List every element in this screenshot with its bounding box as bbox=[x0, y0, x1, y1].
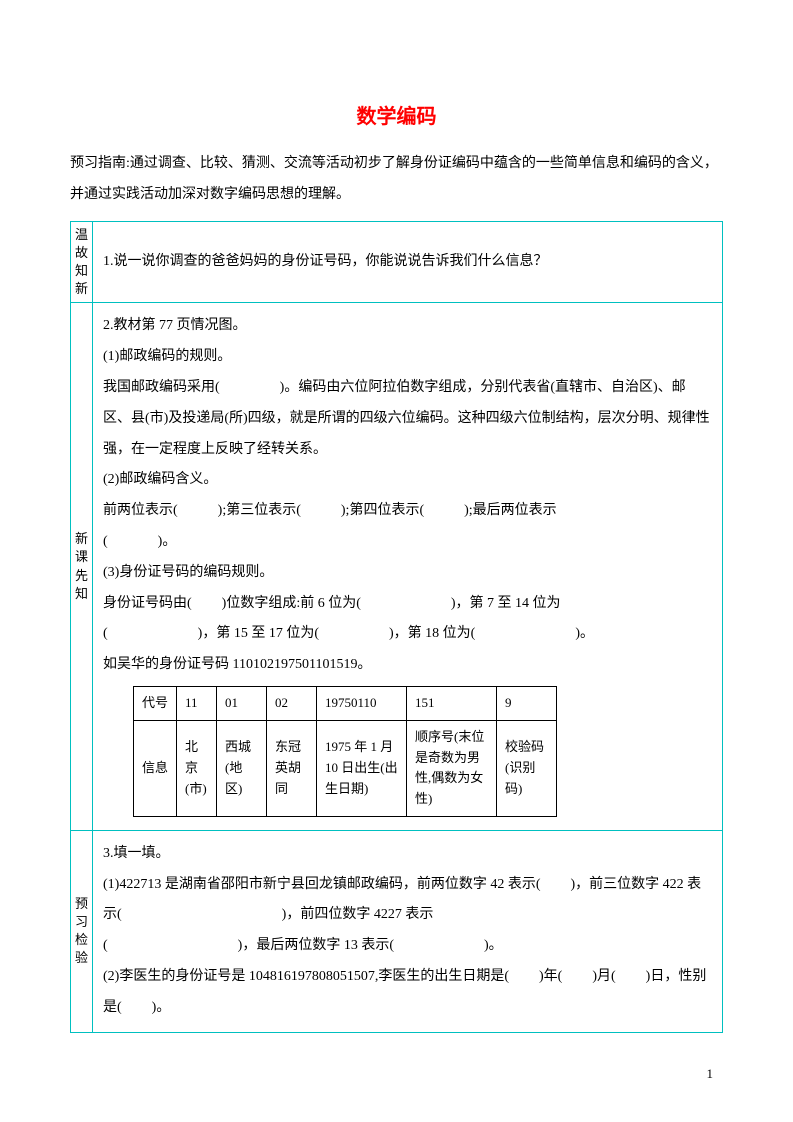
t-r2c0: 信息 bbox=[134, 720, 177, 816]
s3-p1: 3.填一填。 bbox=[103, 839, 712, 870]
section-3-label: 预习检验 bbox=[71, 830, 93, 1032]
s3-p2d: ( bbox=[103, 938, 108, 953]
s3-p2c: )，前四位数字 4227 表示 bbox=[282, 907, 434, 922]
s2-p7: 身份证号码由( )位数字组成:前 6 位为( )，第 7 至 14 位为 ( )，第 … bbox=[103, 589, 712, 651]
s3-p3a: (2)李医生的身份证号是 104816197808051507,李医生的出生日期… bbox=[103, 969, 509, 984]
section-2-row: 新课先知 2.教材第 77 页情况图。 (1)邮政编码的规则。 我国邮政编码采用… bbox=[71, 303, 723, 831]
t-r1c3: 02 bbox=[267, 686, 317, 720]
t-r2c3: 东冠英胡同 bbox=[267, 720, 317, 816]
s2-p4: (2)邮政编码含义。 bbox=[103, 465, 712, 496]
t-r1c1: 11 bbox=[177, 686, 217, 720]
intro-text: 预习指南:通过调查、比较、猜测、交流等活动初步了解身份证编码中蕴含的一些简单信息… bbox=[70, 149, 723, 211]
s2-p3a: 我国邮政编码采用( bbox=[103, 380, 220, 395]
s2-p5e: ( bbox=[103, 534, 108, 549]
section-2-label: 新课先知 bbox=[71, 303, 93, 831]
t-r2c1: 北京(市) bbox=[177, 720, 217, 816]
s2-p2: (1)邮政编码的规则。 bbox=[103, 342, 712, 373]
document-title: 数学编码 bbox=[70, 100, 723, 129]
s2-p6: (3)身份证号码的编码规则。 bbox=[103, 558, 712, 589]
section-3-content: 3.填一填。 (1)422713 是湖南省邵阳市新宁县回龙镇邮政编码，前两位数字… bbox=[93, 830, 723, 1032]
t-r1c2: 01 bbox=[217, 686, 267, 720]
table-row: 代号 11 01 02 19750110 151 9 bbox=[134, 686, 557, 720]
section-3-row: 预习检验 3.填一填。 (1)422713 是湖南省邵阳市新宁县回龙镇邮政编码，… bbox=[71, 830, 723, 1032]
t-r1c4: 19750110 bbox=[317, 686, 407, 720]
s2-p5: 前两位表示( );第三位表示( );第四位表示( );最后两位表示 ( )。 bbox=[103, 496, 712, 558]
section-2-content: 2.教材第 77 页情况图。 (1)邮政编码的规则。 我国邮政编码采用()。编码… bbox=[93, 303, 723, 831]
s2-p7b: )位数字组成:前 6 位为( bbox=[222, 596, 361, 611]
s2-p1: 2.教材第 77 页情况图。 bbox=[103, 311, 712, 342]
s3-p3b: )年( bbox=[539, 969, 562, 984]
s3-p2f: )。 bbox=[484, 938, 503, 953]
t-r1c0: 代号 bbox=[134, 686, 177, 720]
s3-p2e: )，最后两位数字 13 表示( bbox=[238, 938, 394, 953]
t-r2c6: 校验码(识别码) bbox=[497, 720, 557, 816]
table-row: 信息 北京(市) 西城(地区) 东冠英胡同 1975 年 1 月 10 日出生(… bbox=[134, 720, 557, 816]
section-1-content: 1.说一说你调查的爸爸妈妈的身份证号码，你能说说告诉我们什么信息？ bbox=[93, 221, 723, 303]
s3-p2a: (1)422713 是湖南省邵阳市新宁县回龙镇邮政编码，前两位数字 42 表示( bbox=[103, 877, 541, 892]
s3-p3: (2)李医生的身份证号是 104816197808051507,李医生的出生日期… bbox=[103, 962, 712, 1024]
s2-p7c: )，第 7 至 14 位为 bbox=[451, 596, 561, 611]
s2-p8: 如吴华的身份证号码 110102197501101519。 bbox=[103, 650, 712, 681]
s2-p7a: 身份证号码由( bbox=[103, 596, 192, 611]
s2-p3: 我国邮政编码采用()。编码由六位阿拉伯数字组成，分别代表省(直辖市、自治区)、邮… bbox=[103, 373, 712, 465]
s3-p3c: )月( bbox=[592, 969, 615, 984]
s2-p7f: )，第 18 位为( bbox=[389, 626, 475, 641]
s3-p3e: )。 bbox=[152, 1000, 171, 1015]
id-breakdown-table: 代号 11 01 02 19750110 151 9 信息 北京(市) 西城(地… bbox=[133, 686, 557, 817]
s2-p5a: 前两位表示( bbox=[103, 503, 178, 518]
s2-p7g: )。 bbox=[575, 626, 594, 641]
section-1-row: 温故知新 1.说一说你调查的爸爸妈妈的身份证号码，你能说说告诉我们什么信息？ bbox=[71, 221, 723, 303]
section-1-label: 温故知新 bbox=[71, 221, 93, 303]
s2-p5d: );最后两位表示 bbox=[464, 503, 557, 518]
t-r1c6: 9 bbox=[497, 686, 557, 720]
s2-p5b: );第三位表示( bbox=[218, 503, 301, 518]
s2-p7e: )，第 15 至 17 位为( bbox=[198, 626, 319, 641]
main-content-table: 温故知新 1.说一说你调查的爸爸妈妈的身份证号码，你能说说告诉我们什么信息？ 新… bbox=[70, 221, 723, 1033]
t-r1c5: 151 bbox=[407, 686, 497, 720]
s2-p5f: )。 bbox=[158, 534, 177, 549]
t-r2c5: 顺序号(末位是奇数为男性,偶数为女性) bbox=[407, 720, 497, 816]
t-r2c4: 1975 年 1 月 10 日出生(出生日期) bbox=[317, 720, 407, 816]
s2-p7d: ( bbox=[103, 626, 108, 641]
page-number: 1 bbox=[707, 1066, 714, 1082]
s2-p5c: );第四位表示( bbox=[341, 503, 424, 518]
s3-p2: (1)422713 是湖南省邵阳市新宁县回龙镇邮政编码，前两位数字 42 表示(… bbox=[103, 870, 712, 962]
t-r2c2: 西城(地区) bbox=[217, 720, 267, 816]
